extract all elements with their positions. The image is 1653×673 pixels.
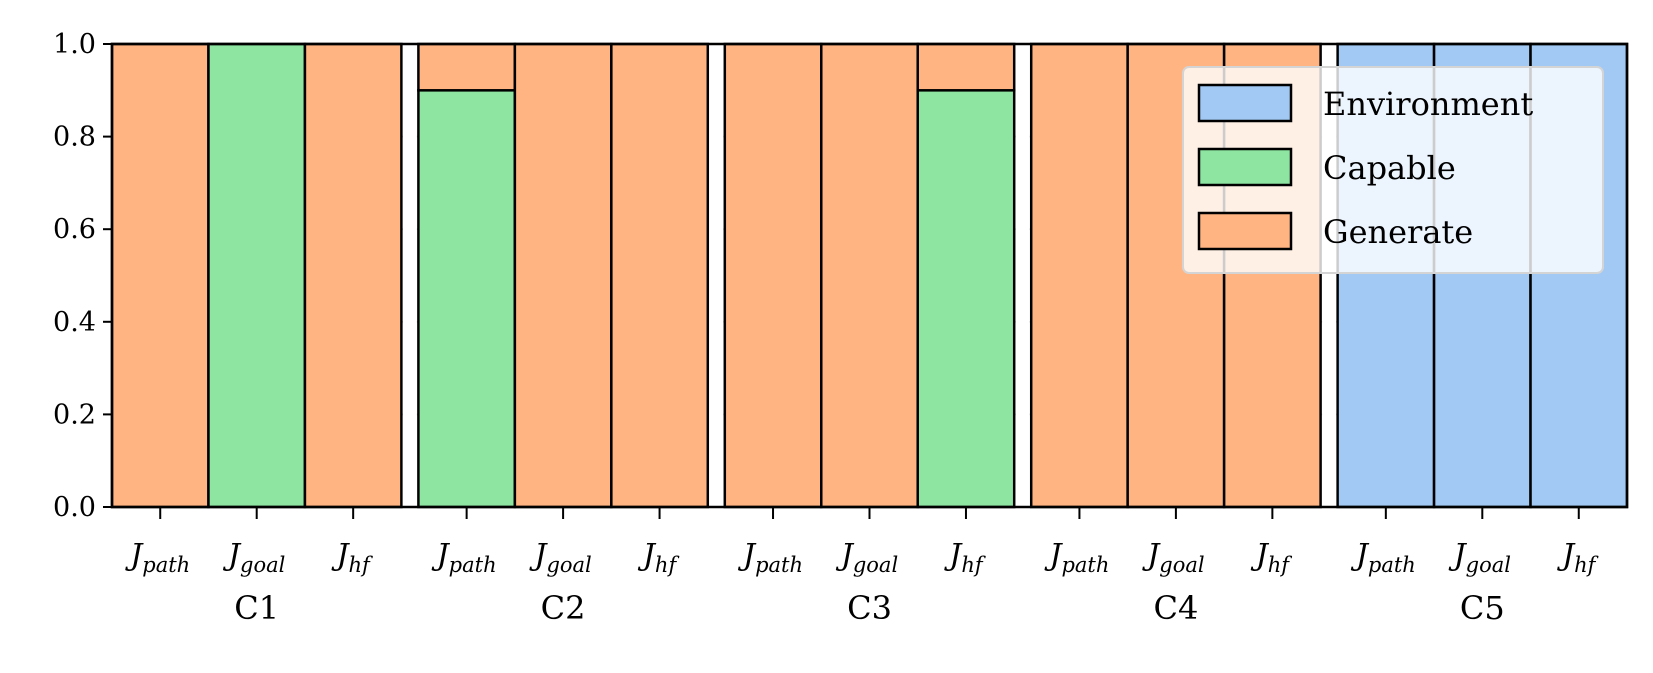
group-label: C2: [541, 589, 586, 627]
legend-label-generate: Generate: [1323, 213, 1473, 251]
x-tick-label: Jgoal: [1448, 538, 1511, 577]
y-axis: 0.0 0.2 0.4 0.6 0.8 1.0: [53, 29, 112, 523]
y-tick-label: 0.6: [53, 214, 96, 245]
x-tick-label: Jpath: [1043, 538, 1109, 577]
group-gap: [1015, 43, 1030, 508]
x-axis: Jpath Jgoal Jhf C1 Jpath Jgoal Jhf C2 Jpath Jgoal…: [124, 507, 1599, 627]
x-tick-label: Jpath: [431, 538, 497, 577]
group-label: C3: [847, 589, 892, 627]
bar-segment-generate: [1029, 42, 1129, 509]
bar-segment-generate: [513, 42, 613, 509]
bar-segment-generate: [820, 42, 919, 509]
bar-segment-generate: [303, 42, 403, 509]
legend-swatch-generate: [1197, 211, 1293, 251]
x-tick-label: Jgoal: [835, 538, 898, 577]
group-gap: [402, 43, 417, 508]
legend-label-environment: Environment: [1323, 85, 1533, 123]
group-label: C1: [234, 589, 279, 627]
x-tick-label: Jhf: [943, 538, 986, 577]
bar-segment-generate: [417, 42, 517, 92]
group-label: C4: [1153, 589, 1198, 627]
x-tick-label: Jhf: [1250, 538, 1293, 577]
x-tick-label: Jhf: [330, 538, 373, 577]
y-tick-label: 0.0: [53, 492, 96, 523]
legend-swatch-capable: [1197, 147, 1293, 187]
x-tick-label: Jhf: [1556, 538, 1599, 577]
bar-segment-generate: [723, 42, 823, 509]
bar-segment-capable: [207, 42, 307, 509]
x-tick-label: Jpath: [737, 538, 803, 577]
bar-segment-generate: [110, 42, 210, 509]
y-tick-label: 0.2: [53, 399, 96, 430]
legend-label-capable: Capable: [1323, 149, 1456, 187]
y-tick-label: 0.4: [53, 307, 96, 338]
group-gap: [709, 43, 724, 508]
bar-segment-capable: [916, 89, 1016, 509]
legend-swatch-environment: [1197, 83, 1293, 123]
x-tick-label: Jhf: [637, 538, 680, 577]
bar-segment-capable: [417, 89, 517, 509]
x-tick-label: Jgoal: [1141, 538, 1204, 577]
x-tick-label: Jgoal: [222, 538, 285, 577]
y-tick-label: 1.0: [53, 29, 96, 60]
bar-segment-generate: [916, 42, 1016, 92]
x-tick-label: Jpath: [1350, 538, 1416, 577]
bar-segment-generate: [610, 42, 710, 509]
legend: Environment Capable Generate: [1182, 66, 1604, 274]
y-tick-label: 0.8: [53, 122, 96, 153]
x-tick-label: Jgoal: [528, 538, 591, 577]
x-tick-label: Jpath: [124, 538, 190, 577]
group-label: C5: [1460, 589, 1505, 627]
